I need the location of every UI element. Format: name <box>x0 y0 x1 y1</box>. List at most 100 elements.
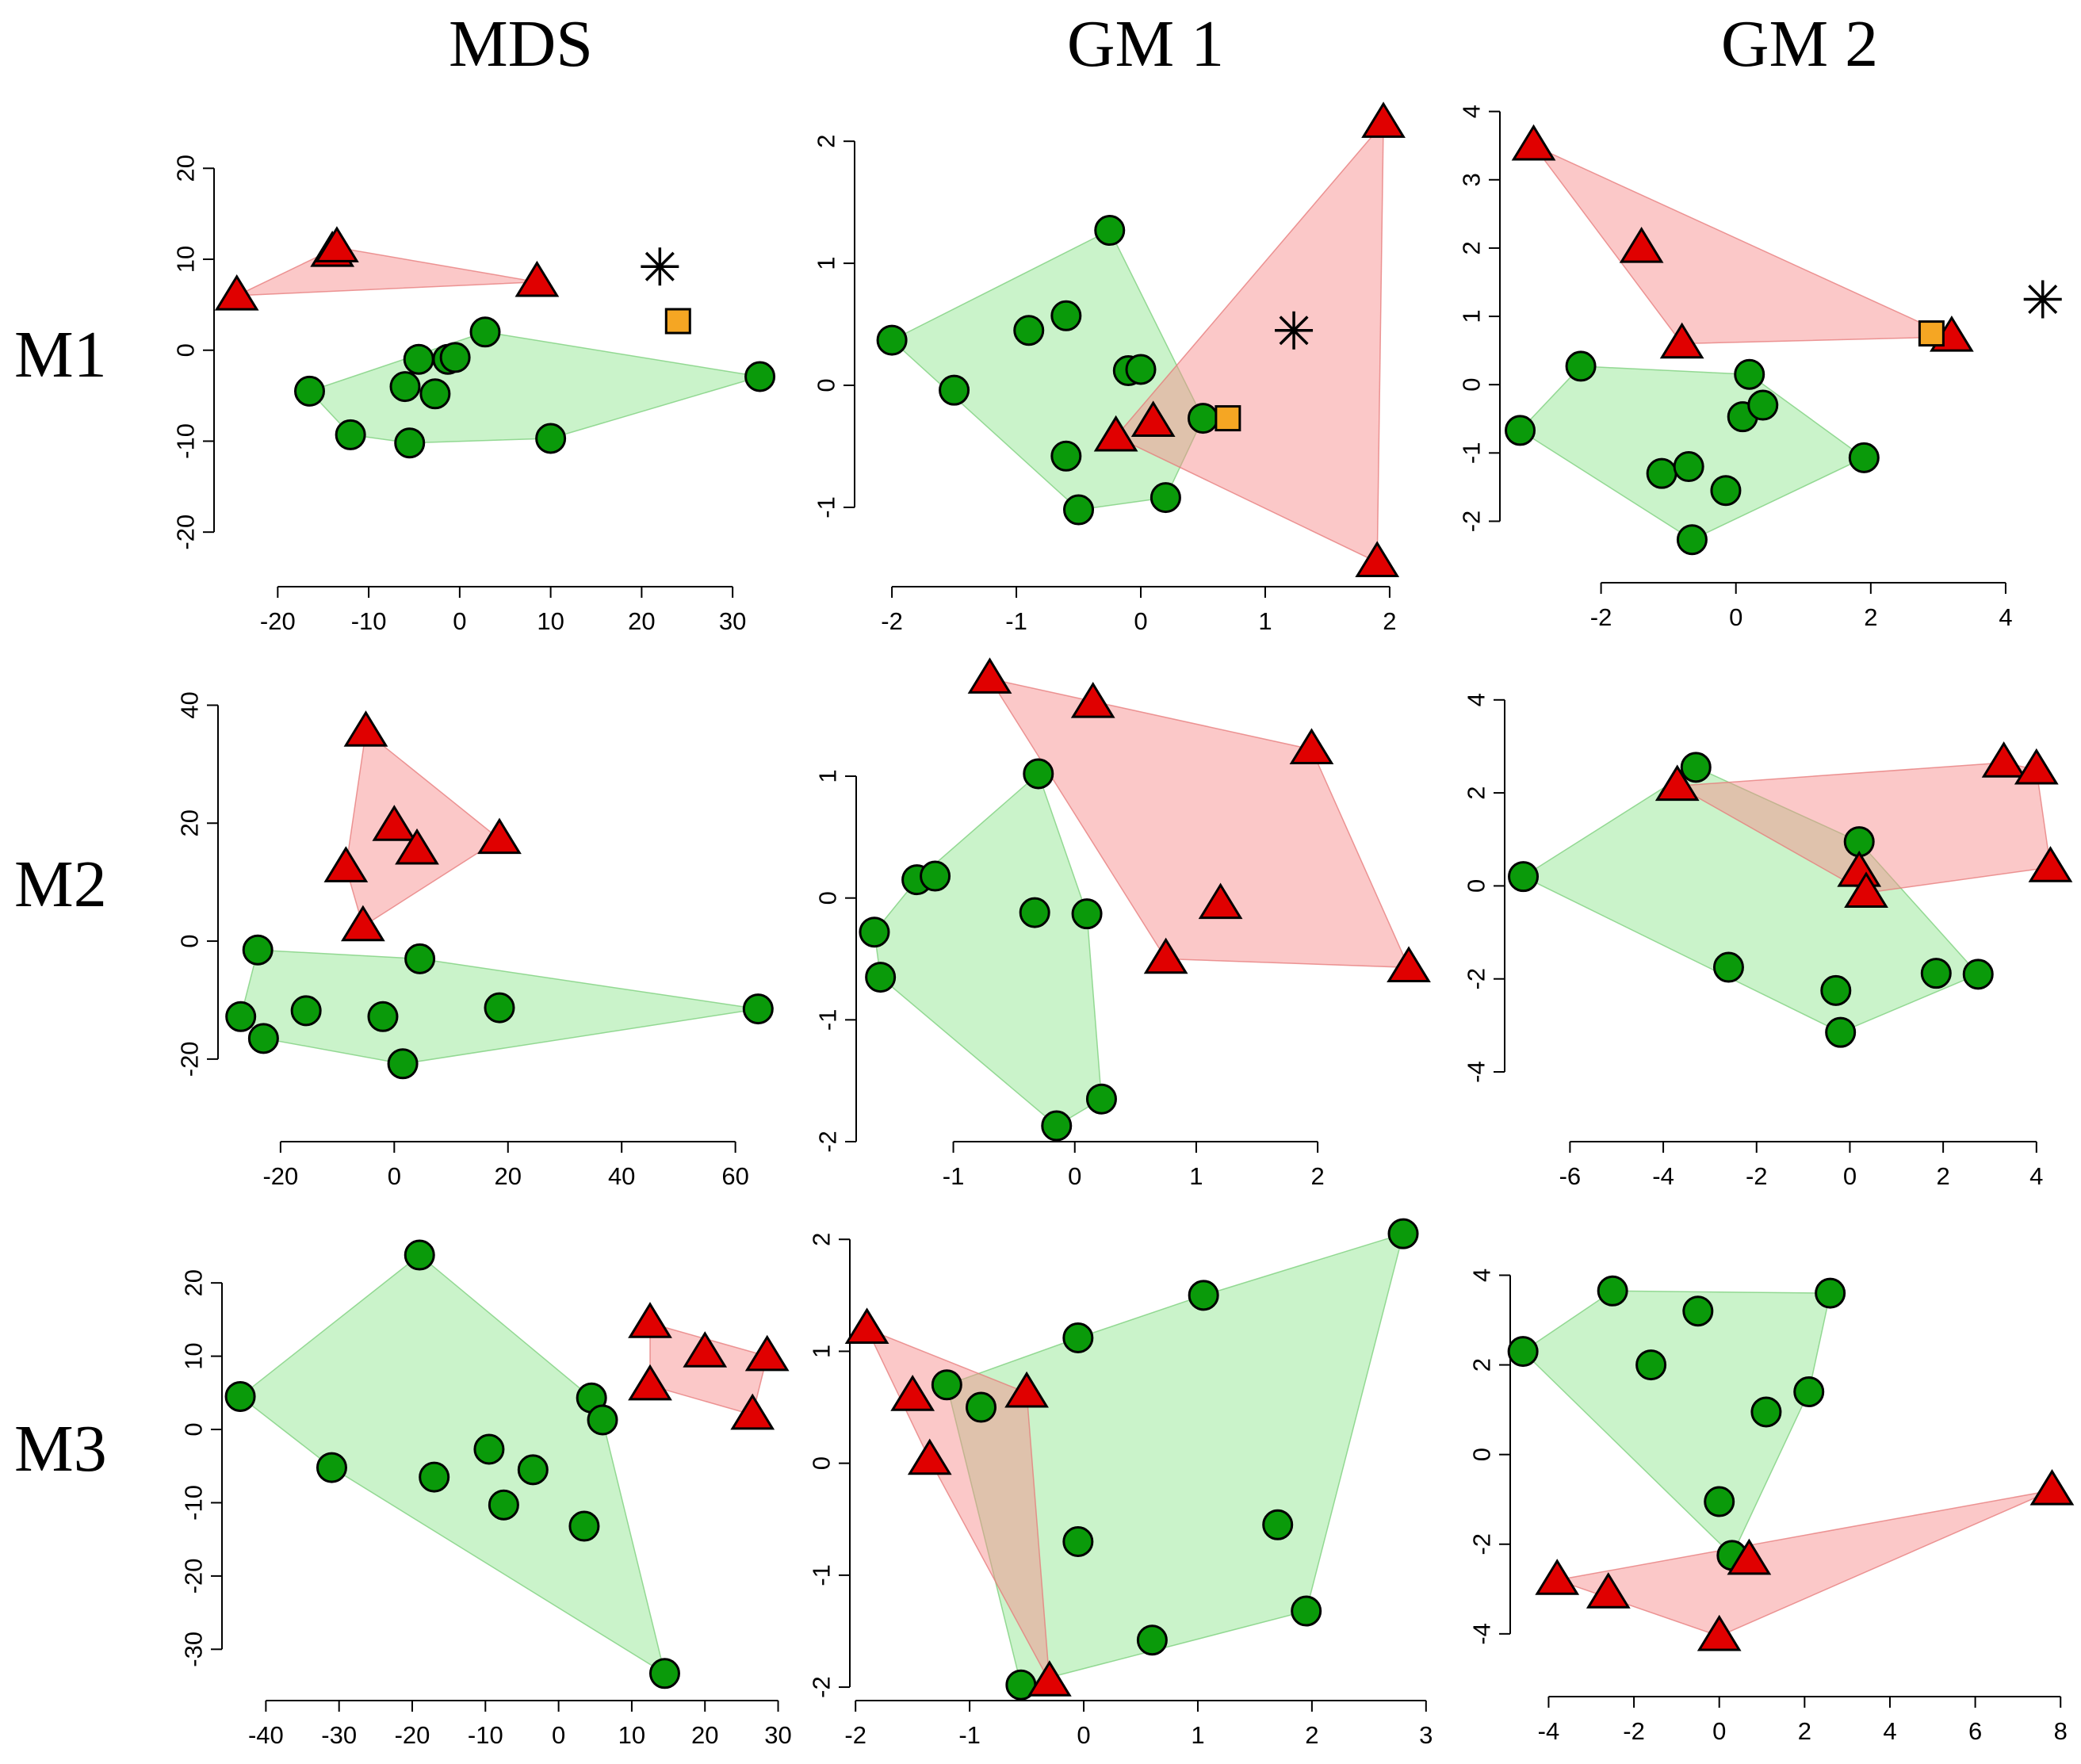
green-point <box>1071 898 1103 930</box>
y-tick-label: 0 <box>814 891 842 905</box>
x-tick-label: 30 <box>764 1721 791 1749</box>
y-tick-label: -1 <box>1458 442 1486 465</box>
green-point <box>1063 494 1095 526</box>
x-tick-label: 0 <box>1068 1162 1081 1190</box>
y-tick-label: 4 <box>1463 693 1490 706</box>
green-point <box>316 1452 347 1483</box>
green-point <box>224 1380 256 1412</box>
y-tick-label: 0 <box>808 1456 836 1470</box>
red-triangle-point <box>1070 681 1115 718</box>
y-tick-label: 1 <box>1458 309 1486 323</box>
green-group-hull <box>890 229 1204 511</box>
green-point <box>484 992 515 1024</box>
x-tick-label: 20 <box>691 1721 718 1749</box>
x-tick-label: 0 <box>1843 1162 1857 1190</box>
green-point <box>1062 1322 1094 1353</box>
y-tick-label: -10 <box>180 1485 208 1521</box>
green-point <box>403 343 434 375</box>
x-tick-label: 8 <box>2054 1717 2068 1745</box>
y-tick-label: -4 <box>1463 1061 1490 1083</box>
x-tick-label: 10 <box>618 1721 645 1749</box>
green-point <box>387 1048 419 1080</box>
green-point <box>1673 451 1704 483</box>
panel-m2-mds: -20 0 20 40 60 -20 0 20 40 <box>176 691 774 1190</box>
green-point <box>394 427 426 459</box>
x-tick-label: -4 <box>1652 1162 1674 1190</box>
y-tick-label: 10 <box>180 1342 208 1369</box>
y-tick-label: -2 <box>1458 511 1486 533</box>
red-triangle-point <box>1697 1614 1742 1651</box>
green-point <box>1820 974 1852 1006</box>
y-tick-label: 2 <box>1458 241 1486 254</box>
green-point <box>920 860 951 892</box>
row-title-m2: M2 <box>14 848 107 921</box>
x-tick-label: -20 <box>262 1162 298 1190</box>
x-tick-label: 30 <box>719 607 746 635</box>
y-tick-label: 0 <box>1463 879 1490 893</box>
y-tick-label: -2 <box>814 1131 842 1153</box>
y-tick-label: 0 <box>813 378 840 392</box>
x-tick-label: -2 <box>1623 1717 1645 1745</box>
green-point <box>1387 1218 1419 1249</box>
y-tick-label: 40 <box>176 691 204 718</box>
panel-m3-gm1: -2 -1 0 1 2 3 -2 -1 0 1 2 <box>808 1218 1433 1749</box>
x-tick-label: 2 <box>1311 1162 1325 1190</box>
red-group-hull <box>1115 121 1384 564</box>
panel-m1-gm1: -2 -1 0 1 2 -1 0 1 2 <box>813 101 1406 635</box>
column-title-gm1: GM 1 <box>1067 7 1224 81</box>
green-point <box>1704 1486 1735 1517</box>
x-tick-label: -2 <box>1590 603 1612 631</box>
green-point <box>742 993 774 1025</box>
green-point <box>1750 1396 1782 1428</box>
red-triangle-point <box>967 657 1012 694</box>
red-triangle-point <box>1093 415 1138 452</box>
green-point <box>1125 354 1157 385</box>
green-point <box>1188 1280 1219 1311</box>
red-triangle-point <box>323 846 369 882</box>
x-tick-label: 20 <box>628 607 655 635</box>
red-triangle-point <box>683 1331 728 1368</box>
panel-m2-gm2: -6 -4 -2 0 2 4 -4 -2 0 2 4 <box>1463 693 2073 1190</box>
green-point <box>1682 1295 1714 1327</box>
x-tick-label: 4 <box>2029 1162 2043 1190</box>
y-tick-label: 1 <box>814 769 842 783</box>
red-triangle-point <box>2014 748 2059 785</box>
green-point <box>1565 350 1597 382</box>
red-triangle-point <box>1143 937 1188 974</box>
y-tick-label: -20 <box>180 1558 208 1594</box>
y-tick-label: 4 <box>1458 105 1486 118</box>
green-group-hull <box>308 331 760 444</box>
x-tick-label: -20 <box>260 607 296 635</box>
panel-m1-mds: -20 -10 0 10 20 30 -20 -10 0 10 20 <box>172 155 776 635</box>
green-point <box>488 1489 519 1521</box>
green-point <box>535 423 567 454</box>
green-point <box>1635 1349 1667 1381</box>
x-tick-label: 0 <box>1134 607 1147 635</box>
y-tick-label: 2 <box>1463 786 1490 799</box>
asterisk-point <box>1275 311 1314 350</box>
x-tick-label: 0 <box>388 1162 401 1190</box>
green-point <box>1019 897 1050 928</box>
x-tick-label: -2 <box>1746 1162 1768 1190</box>
green-point <box>439 342 471 373</box>
red-triangle-point <box>372 805 417 841</box>
x-tick-label: 10 <box>537 607 564 635</box>
y-tick-label: 2 <box>808 1233 836 1246</box>
y-tick-label: 0 <box>172 343 200 357</box>
red-triangle-point <box>844 1307 889 1344</box>
green-point <box>1676 524 1708 556</box>
x-tick-label: -30 <box>321 1721 357 1749</box>
x-tick-label: -2 <box>844 1721 866 1749</box>
row-title-m3: M3 <box>14 1412 107 1486</box>
red-triangle-point <box>1355 541 1400 577</box>
y-tick-label: 0 <box>1468 1448 1496 1461</box>
green-point <box>469 316 501 348</box>
red-triangle-point <box>315 226 359 262</box>
x-tick-label: 2 <box>1864 603 1877 631</box>
green-point <box>1680 752 1712 783</box>
green-point <box>225 1001 257 1032</box>
green-point <box>1150 482 1181 514</box>
green-point <box>1041 1110 1073 1142</box>
green-point <box>367 1001 399 1032</box>
